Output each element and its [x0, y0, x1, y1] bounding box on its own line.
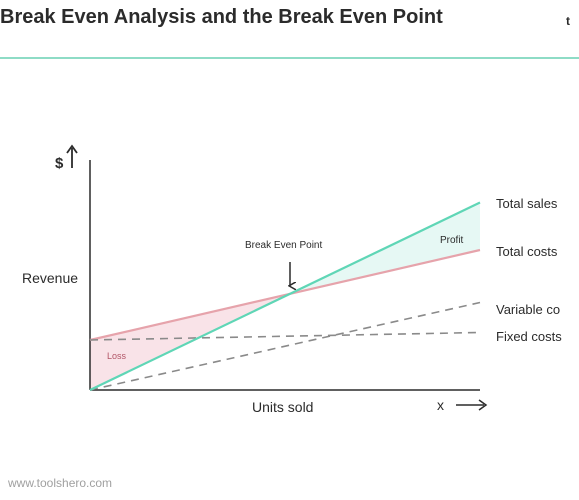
x-axis-arrowhead-icon — [478, 399, 488, 411]
series-line-total-costs — [89, 248, 481, 342]
footer-source: www.toolshero.com — [8, 476, 113, 490]
x-axis-symbol: x — [437, 397, 444, 413]
profit-label: Profit — [440, 235, 464, 246]
page-title: Break Even Analysis and the Break Even P… — [0, 6, 443, 28]
y-axis-symbol: $ — [55, 155, 64, 172]
series-line-total-sales — [89, 201, 481, 391]
series-line-fixed-costs — [89, 331, 481, 341]
legend-fixed-costs: Fixed costs — [496, 329, 562, 344]
series-line-variable-costs — [89, 301, 481, 391]
legend-total-costs: Total costs — [496, 244, 558, 259]
x-axis-label: Units sold — [252, 399, 313, 415]
series-layer — [89, 201, 481, 391]
title-overflow-fragment: t — [566, 14, 570, 28]
title-divider — [0, 57, 579, 59]
legend-total-sales: Total sales — [496, 196, 558, 211]
y-axis-label: Revenue — [22, 270, 78, 286]
break-even-label: Break Even Point — [245, 240, 322, 251]
loss-label: Loss — [107, 351, 127, 361]
legend-variable-costs: Variable co — [496, 302, 560, 317]
y-axis-arrowhead-icon — [66, 144, 78, 154]
